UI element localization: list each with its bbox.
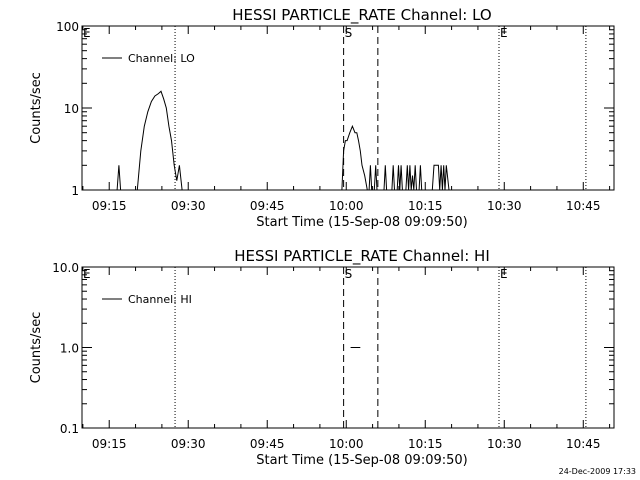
data-series-line [116,90,450,191]
x-tick-label: 09:15 [92,199,127,213]
y-tick-label: 10 [64,102,79,116]
x-axis-label: Start Time (15-Sep-08 09:09:50) [256,215,467,230]
event-marker-label: S [345,26,353,40]
x-tick-label: 10:45 [566,199,601,213]
y-axis-label: Counts/sec [29,72,44,144]
plot-frame [81,266,615,429]
plot-timestamp: 24-Dec-2009 17:33 [559,467,636,476]
x-tick-label: 09:45 [250,437,285,451]
legend-label: Channel: HI [128,293,192,306]
chart-title: HESSI PARTICLE_RATE Channel: LO [232,6,491,25]
x-tick-label: 09:45 [250,199,285,213]
x-tick-label: 10:30 [487,437,522,451]
x-tick-label: 09:30 [171,437,206,451]
x-tick-label: 10:15 [408,199,443,213]
event-marker-label: E [83,26,91,40]
x-tick-label: 10:00 [329,199,364,213]
x-tick-label: 09:30 [171,199,206,213]
x-axis-label: Start Time (15-Sep-08 09:09:50) [256,453,467,468]
legend-label: Channel: LO [128,52,195,65]
event-marker-label: E [500,267,508,281]
x-tick-label: 10:30 [487,199,522,213]
y-axis-label: Counts/sec [29,312,44,384]
x-tick-label: 10:15 [408,437,443,451]
x-tick-label: 10:00 [329,437,364,451]
x-tick-label: 10:45 [566,437,601,451]
chart-title: HESSI PARTICLE_RATE Channel: HI [234,247,490,266]
y-tick-label: 100 [56,20,79,34]
x-tick-label: 09:15 [92,437,127,451]
event-marker-label: E [83,267,91,281]
y-tick-label: 1 [71,184,79,198]
y-tick-label: 0.1 [60,422,79,436]
plot-frame [81,25,615,191]
event-marker-label: S [345,267,353,281]
y-tick-label: 10.0 [52,261,79,275]
event-marker-label: E [500,26,508,40]
y-tick-label: 1.0 [60,342,79,356]
